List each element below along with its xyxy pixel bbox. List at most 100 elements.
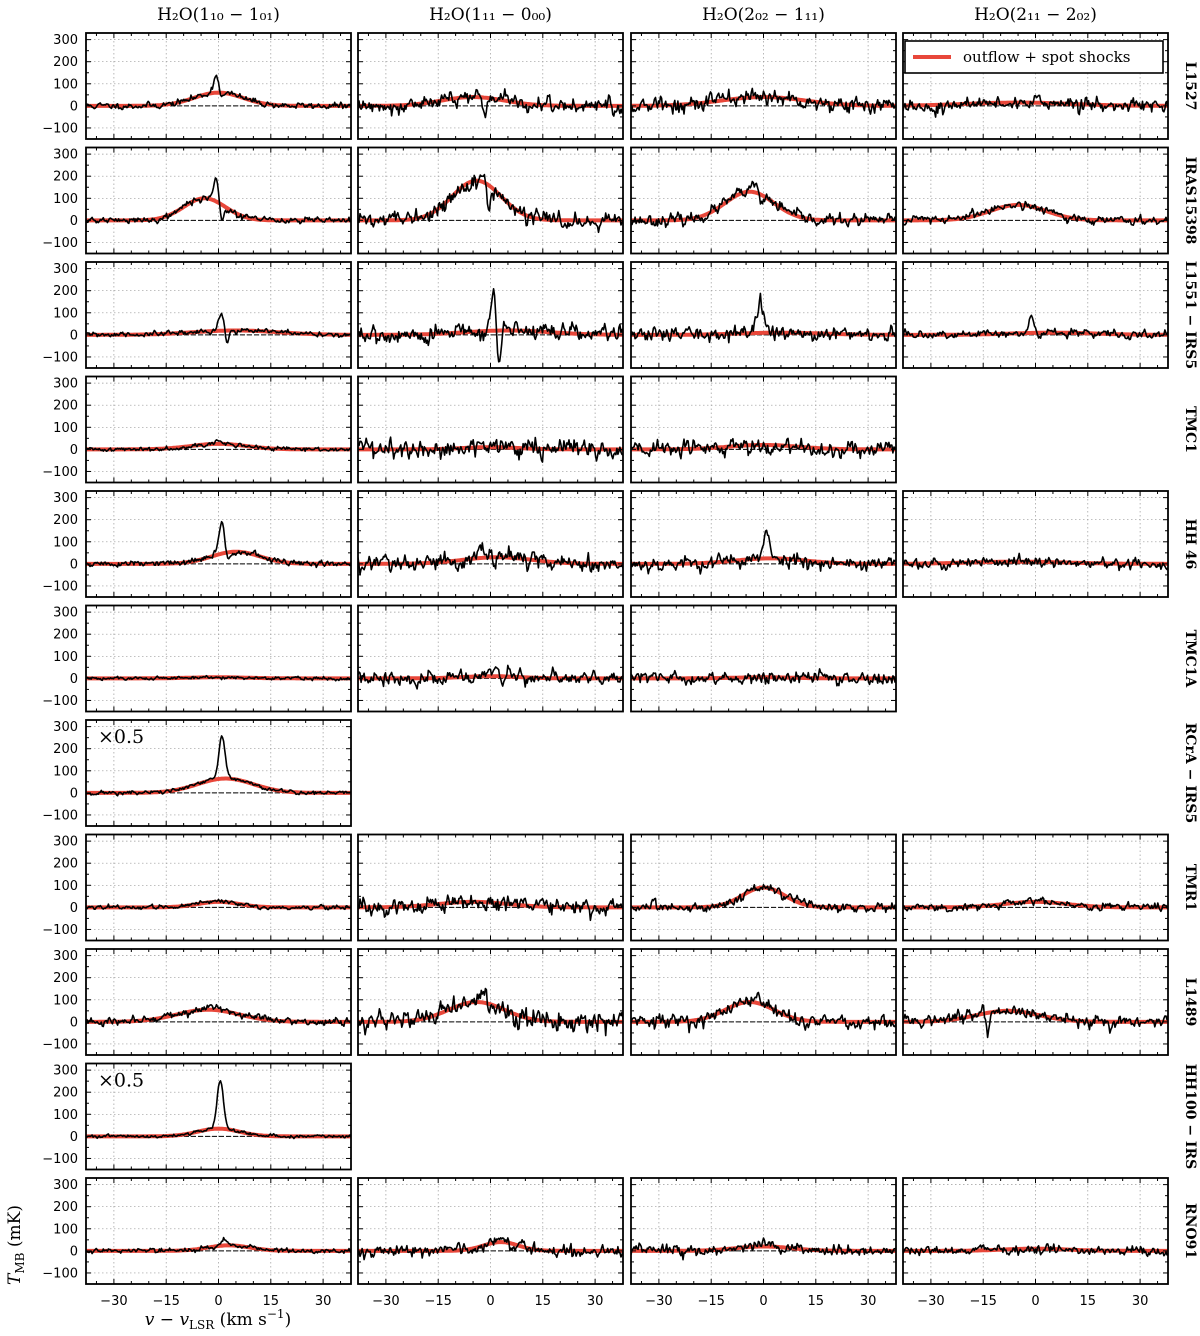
axis-titles: −30 −15 0 15 30 −30 −15 0 15 30 −30 −15 0 15 30 −30 −15 0…: [5, 1205, 1148, 1332]
spectrum-line: [86, 735, 351, 797]
scale-factor-label: ×0.5: [98, 1070, 144, 1092]
x-tick-label: 0: [759, 1294, 767, 1309]
y-tick-label: 100: [53, 993, 78, 1008]
spectrum-panel: [902, 146, 1169, 255]
y-tick-label: 100: [53, 306, 78, 321]
x-tick-label: −30: [645, 1294, 672, 1309]
y-tick-label: 300: [53, 606, 78, 621]
spectrum-panel: −100 0 100 200 300: [42, 1177, 352, 1285]
spectrum-panel: [902, 490, 1169, 598]
y-tick-label: 0: [70, 99, 78, 114]
column-title: H₂O(2₀₂ − 1₁₁): [702, 5, 825, 25]
spectrum-panel: −100 0 100 200 300: [42, 490, 352, 598]
fit-curve: [903, 899, 1168, 910]
fit-curve: [86, 196, 351, 223]
spectrum-line: [86, 1003, 351, 1028]
y-tick-label: 200: [53, 1086, 78, 1101]
y-tick-label: 0: [70, 328, 78, 343]
spectrum-panel: [630, 32, 897, 140]
spectrum-line: [358, 542, 623, 576]
x-tick-label: 15: [263, 1294, 280, 1309]
spectrum-line: [903, 94, 1168, 118]
spectrum-line: [631, 292, 896, 344]
spectrum-line: [631, 529, 896, 575]
source-label: IRAS15398: [1182, 157, 1198, 245]
spectrum-panel: −100 0 100 200 300: [42, 948, 352, 1056]
y-tick-label: 0: [70, 557, 78, 572]
x-tick-label: −30: [917, 1294, 944, 1309]
y-tick-label: 100: [53, 421, 78, 436]
x-tick-label: −15: [697, 1294, 724, 1309]
spectrum-line: [631, 1237, 896, 1261]
spectrum-line: [903, 1004, 1168, 1039]
y-tick-label: 0: [70, 901, 78, 916]
spectrum-line: [903, 1243, 1168, 1258]
spectrum-line: [631, 180, 896, 229]
spectrum-panel: [357, 261, 624, 369]
spectrum-line: [358, 287, 623, 363]
spectrum-panel: [357, 146, 624, 255]
x-tick-label: 30: [315, 1294, 332, 1309]
y-tick-label: 0: [70, 786, 78, 801]
spectrum-panel: outflow + spot shocks: [902, 32, 1169, 140]
y-tick-label: 100: [53, 764, 78, 779]
y-tick-label: 200: [53, 55, 78, 70]
spectrum-panel: [630, 261, 897, 369]
spectrum-line: [86, 177, 351, 225]
spectrum-panel: −100 0 100 200 300: [42, 32, 352, 140]
y-tick-label: 300: [53, 835, 78, 850]
spectrum-line: [86, 1236, 351, 1255]
y-tick-label: 200: [53, 628, 78, 643]
spectrum-line: [631, 883, 896, 914]
y-tick-label: 200: [53, 399, 78, 414]
fit-curve: [86, 776, 351, 795]
spectrum-panel: [630, 604, 897, 713]
spectrum-panel: [902, 833, 1169, 942]
spectrum-line: [86, 312, 351, 344]
spectrum-line: [358, 664, 623, 690]
y-tick-label: 300: [53, 949, 78, 964]
source-label: HH 46: [1182, 519, 1198, 570]
y-tick-label: 300: [53, 720, 78, 735]
y-tick-label: 0: [70, 443, 78, 458]
y-tick-label: 0: [70, 214, 78, 229]
y-tick-label: −100: [42, 1152, 78, 1167]
spectrum-line: [86, 438, 351, 453]
x-tick-label: 15: [535, 1294, 552, 1309]
spectrum-panel: −100 0 100 200 300: [42, 833, 352, 942]
spectrum-panel: [357, 604, 624, 713]
spectrum-panel: −100 0 100 200 300 ×0.5: [42, 1062, 352, 1171]
spectrum-panel: [357, 32, 624, 140]
x-tick-label: 30: [587, 1294, 604, 1309]
x-tick-label: 0: [486, 1294, 494, 1309]
row-labels: L1527 IRAS15398 L1551 − IRS5 TMC1 HH 46 TMC1A…: [1182, 62, 1198, 1259]
x-tick-label: −15: [969, 1294, 996, 1309]
spectrum-panel: −100 0 100 200 300: [42, 604, 352, 713]
spectrum-line: [358, 987, 623, 1037]
y-tick-label: 300: [53, 262, 78, 277]
x-tick-label: −30: [100, 1294, 127, 1309]
spectrum-panel: −100 0 100 200 300 ×0.5: [42, 719, 352, 827]
spectrum-line: [358, 1237, 623, 1261]
spectrum-panel: [630, 1177, 897, 1285]
spectrum-line: [631, 87, 896, 115]
y-tick-label: −100: [42, 808, 78, 823]
column-title: H₂O(1₁₀ − 1₀₁): [157, 5, 280, 25]
spectrum-panel: [357, 1177, 624, 1285]
spectrum-line: [86, 898, 351, 911]
y-tick-label: 0: [70, 1130, 78, 1145]
spectrum-line: [631, 668, 896, 687]
y-tick-label: 0: [70, 1015, 78, 1030]
legend: outflow + spot shocks: [904, 40, 1164, 74]
source-label: L1489: [1182, 978, 1198, 1027]
source-label: TMC1: [1182, 406, 1198, 453]
spectrum-line: [903, 896, 1168, 913]
spectrum-panel: [630, 375, 897, 484]
spectrum-line: [903, 552, 1168, 572]
y-tick-label: 100: [53, 1222, 78, 1237]
x-axis-title: v − vLSR (km s−1): [145, 1307, 291, 1332]
source-label: RNO91: [1182, 1203, 1198, 1259]
spectrum-line: [631, 991, 896, 1034]
y-tick-label: 100: [53, 535, 78, 550]
y-axis-title: TMB (mK): [5, 1205, 27, 1285]
